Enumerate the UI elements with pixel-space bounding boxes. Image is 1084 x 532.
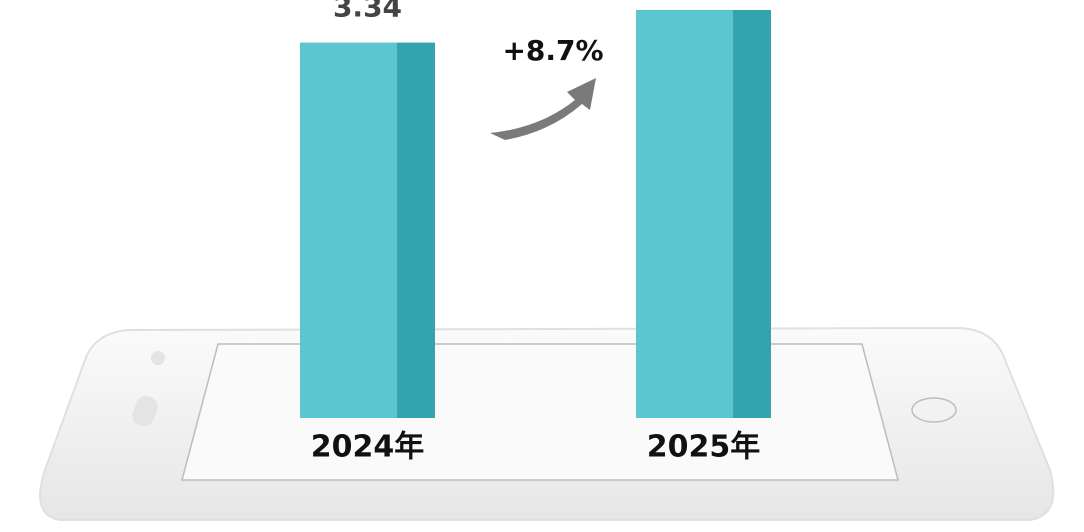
bar-front (636, 10, 733, 418)
bar-side (397, 42, 435, 419)
value-label: 3.34 (333, 0, 402, 24)
bar-side (733, 10, 771, 418)
x-tick-label: 2024年 (311, 430, 425, 465)
growth-arrow (490, 78, 596, 140)
x-tick-label: 2025年 (647, 430, 761, 465)
bar-front (300, 42, 397, 419)
annotation: +8.7% (502, 34, 603, 67)
bar (300, 42, 435, 419)
phone (39, 326, 1055, 521)
bar (636, 10, 771, 418)
